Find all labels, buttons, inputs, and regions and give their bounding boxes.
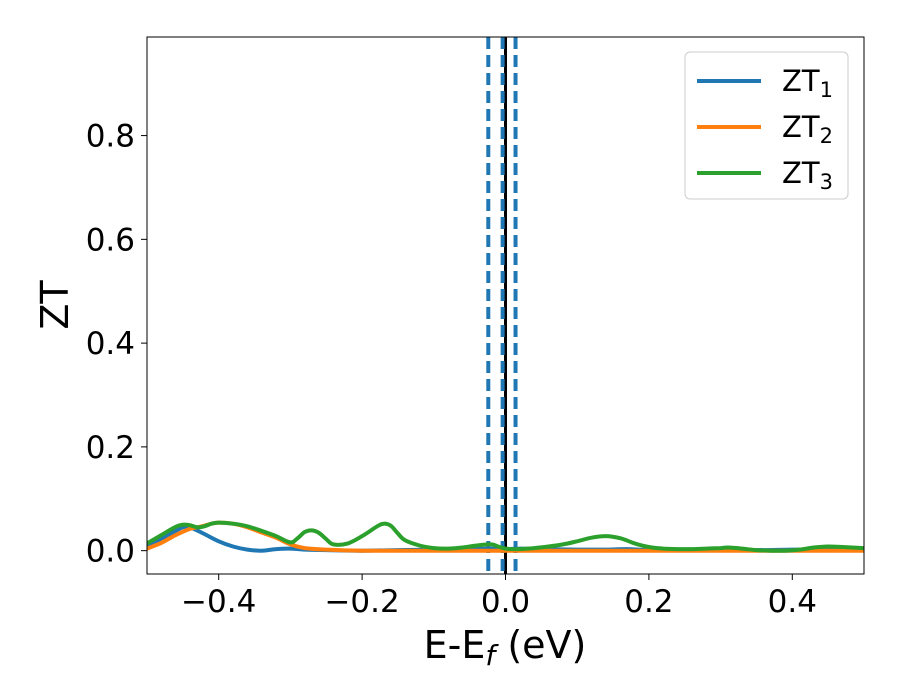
y-axis: 0.0 0.2 0.4 0.6 0.8 xyxy=(86,119,147,570)
x-tick-label: −0.4 xyxy=(181,584,256,620)
x-axis-label-unit: (eV) xyxy=(495,623,586,667)
legend-label-3: ZT3 xyxy=(782,156,833,194)
y-axis-label: ZT xyxy=(33,280,77,330)
series-line-3 xyxy=(147,520,864,553)
x-axis-label: E-Ef (eV) xyxy=(424,623,587,672)
y-tick-label: 0.2 xyxy=(86,430,135,466)
legend-box xyxy=(684,51,849,200)
legend-label-2: ZT2 xyxy=(782,110,833,148)
x-axis-label-main: E-E xyxy=(424,623,486,667)
y-tick-label: 0.4 xyxy=(86,326,135,362)
x-tick-label: −0.2 xyxy=(324,584,399,620)
y-tick-label: 0.0 xyxy=(86,534,135,570)
x-tick-label: 0.4 xyxy=(768,584,817,620)
reference-lines xyxy=(486,37,518,574)
x-tick-label: 0.2 xyxy=(624,584,673,620)
x-axis: −0.4 −0.2 0.0 0.2 0.4 xyxy=(181,574,817,620)
y-tick-label: 0.8 xyxy=(86,119,135,155)
plot-area xyxy=(147,37,864,574)
legend: ZT1 ZT2 ZT3 xyxy=(684,51,849,200)
y-tick-label: 0.6 xyxy=(86,222,135,258)
x-tick-label: 0.0 xyxy=(481,584,530,620)
series-layer xyxy=(147,520,864,553)
legend-label-1: ZT1 xyxy=(782,64,833,102)
